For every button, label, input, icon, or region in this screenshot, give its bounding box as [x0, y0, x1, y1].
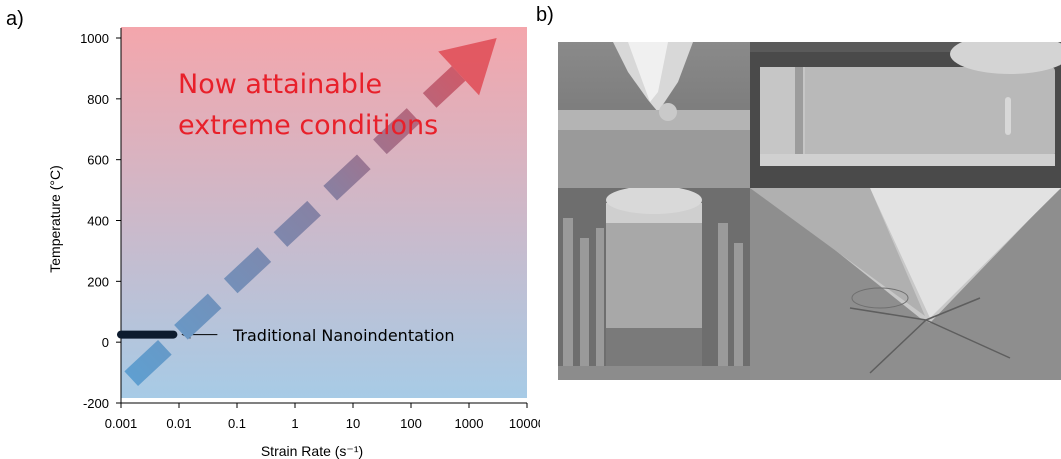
annotation-now-attainable: Now attainable — [178, 69, 382, 100]
y-tick-label: 0 — [102, 335, 109, 350]
axes: 0.001 0.01 0.1 1 10 100 1000 10000 -200 0 200 400 60… — [80, 28, 540, 431]
arrow-head — [438, 38, 497, 96]
annotation-extreme-conditions: extreme conditions — [178, 110, 438, 141]
x-tick-label: 0.001 — [105, 416, 138, 431]
x-tick-label: 0.1 — [228, 416, 246, 431]
x-tick-label: 10 — [346, 416, 360, 431]
panel-label-a: a) — [6, 8, 24, 30]
y-tick-label: 800 — [87, 92, 109, 107]
strain-rate-temperature-chart: 0.001 0.01 0.1 1 10 100 1000 10000 -200 0 200 400 60… — [47, 27, 540, 459]
y-tick-label: 400 — [87, 214, 109, 229]
x-tick-label: 100 — [400, 416, 422, 431]
y-tick-label: -200 — [83, 396, 109, 411]
y-tick-label: 600 — [87, 153, 109, 168]
sem-indent-cracks — [750, 188, 1061, 380]
series-layer — [117, 38, 497, 386]
y-axis-label: Temperature (°C) — [47, 165, 63, 273]
sem-indenter-tip — [558, 42, 750, 188]
x-tick-label: 0.01 — [166, 416, 191, 431]
y-tick-label: 200 — [87, 274, 109, 289]
x-tick-label: 1000 — [455, 416, 484, 431]
sem-cantilever-beam — [750, 42, 1061, 188]
sem-micropillar — [558, 188, 750, 380]
y-tick-label: 1000 — [80, 31, 109, 46]
panel-label-b: b) — [536, 4, 554, 26]
series-extreme-conditions-arrow — [124, 66, 466, 386]
x-tick-label: 10000 — [509, 416, 540, 431]
x-axis-label: Strain Rate (s⁻¹) — [261, 443, 363, 459]
x-tick-label: 1 — [291, 416, 298, 431]
annotation-traditional-nanoindentation: Traditional Nanoindentation — [232, 326, 455, 345]
